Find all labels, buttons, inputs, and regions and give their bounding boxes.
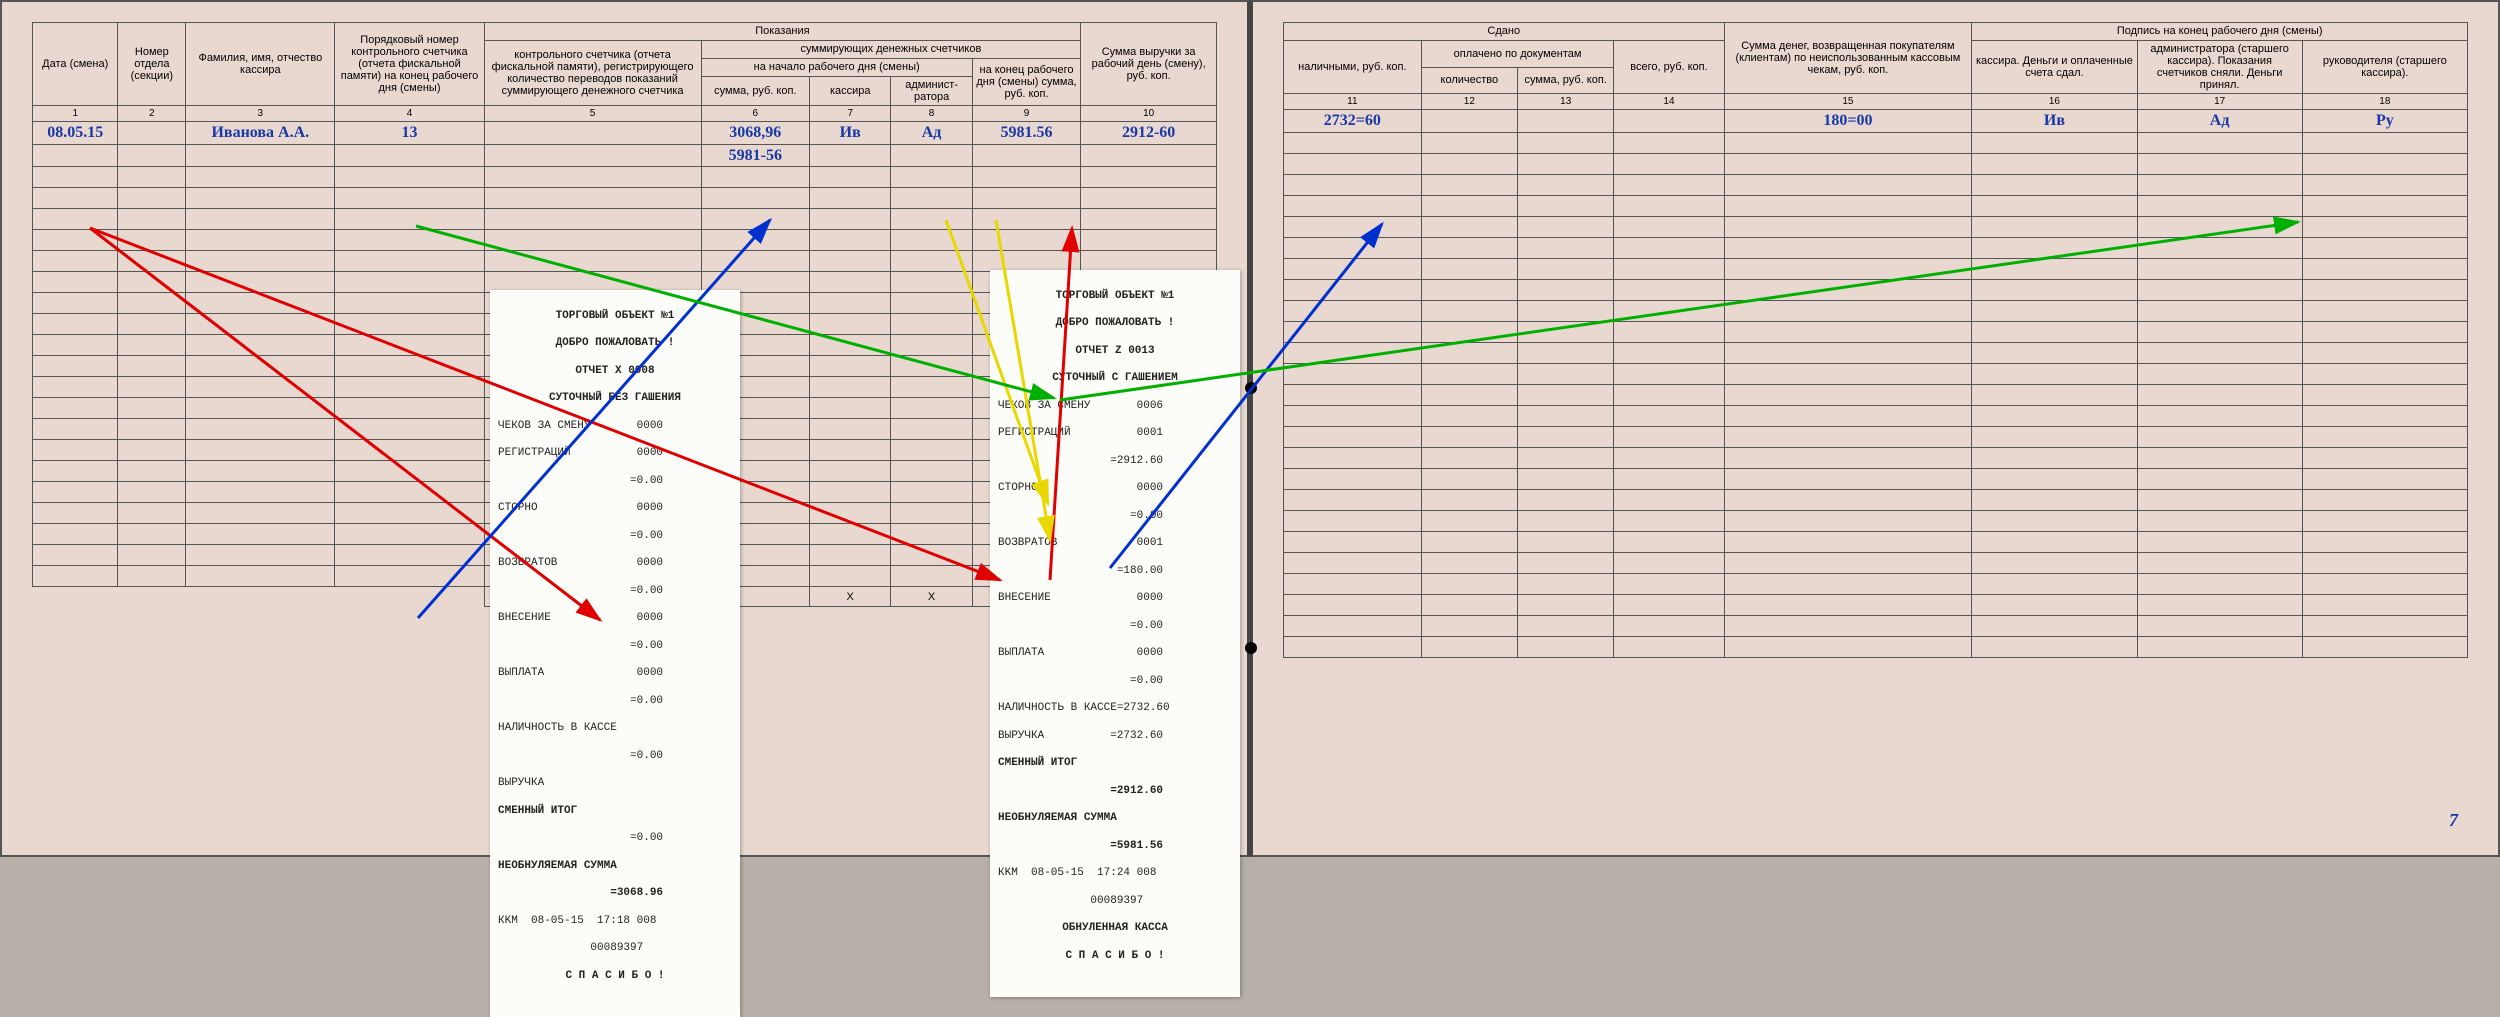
colnum: 16	[1972, 94, 2137, 110]
cell-qty	[1421, 110, 1517, 133]
colnum: 8	[891, 106, 972, 122]
colnum: 9	[972, 106, 1080, 122]
col-name-header: Фамилия, имя, отчество кассира	[186, 23, 335, 106]
colnum: 13	[1518, 94, 1614, 110]
binder-hole-icon	[1245, 642, 1257, 654]
col-signend-header: Подпись на конец рабочего дня (смены)	[1972, 23, 2468, 41]
col-paiddocs-header: оплачено по документам	[1421, 41, 1614, 68]
col-sumcounters-header: суммирующих денежных счетчиков	[701, 41, 1081, 59]
colnum: 12	[1421, 94, 1517, 110]
cell-sumend: 5981.56	[972, 122, 1080, 145]
col-seq-header: Порядковый номер контрольного счетчика (…	[335, 23, 484, 106]
cell-ctrl	[484, 122, 701, 145]
colnum: 5	[484, 106, 701, 122]
col-end-header: на конец рабочего дня (смены) сумма, руб…	[972, 59, 1080, 106]
cell-revenue: 2912-60	[1081, 122, 1217, 145]
colnum: 1	[33, 106, 118, 122]
cell-name: Иванова А.А.	[186, 122, 335, 145]
col-sdano-header: Сдано	[1284, 23, 1725, 41]
cell-sig2: Ад	[2137, 110, 2302, 133]
colnum: 15	[1724, 94, 1972, 110]
cell-sig3: Ру	[2302, 110, 2467, 133]
cell-sigcashier: Ив	[810, 122, 891, 145]
colnum: 7	[810, 106, 891, 122]
col-qty-header: количество	[1421, 67, 1517, 94]
cell-docsum	[1518, 110, 1614, 133]
col-startshift-header: на начало рабочего дня (смены)	[701, 59, 972, 77]
col-readings-header: Показания	[484, 23, 1081, 41]
ledger-right-table: Сдано Сумма денег, возвращенная покупате…	[1283, 22, 2468, 658]
cell-sig1: Ив	[1972, 110, 2137, 133]
col-sum-header: сумма, руб. коп.	[701, 77, 809, 106]
col-refund-header: Сумма денег, возвращенная покупателям (к…	[1724, 23, 1972, 94]
colnum: 11	[1284, 94, 1422, 110]
page-number: 7	[2449, 810, 2458, 831]
colnum: 3	[186, 106, 335, 122]
col-docsum-header: сумма, руб. коп.	[1518, 67, 1614, 94]
colnum: 18	[2302, 94, 2467, 110]
colnum: 6	[701, 106, 809, 122]
receipt-z-report: ТОРГОВЫЙ ОБЪЕКТ №1 ДОБРО ПОЖАЛОВАТЬ ! ОТ…	[990, 270, 1240, 997]
colnum: 14	[1614, 94, 1724, 110]
footer-x1: X	[810, 587, 891, 607]
cell-sumstart: 3068,96	[701, 122, 809, 145]
col-sig3-header: руководителя (старшего кассира).	[2302, 41, 2467, 94]
binder-hole-icon	[1245, 382, 1257, 394]
col-sigadmin-header: админист- ратора	[891, 77, 972, 106]
col-sig1-header: кассира. Деньги и оплаченные счета сдал.	[1972, 41, 2137, 94]
col-dept-header: Номер отдела (секции)	[118, 23, 186, 106]
cell-cash: 2732=60	[1284, 110, 1422, 133]
col-sig2-header: администратора (старшего кассира). Показ…	[2137, 41, 2302, 94]
ledger-right-page: Сдано Сумма денег, возвращенная покупате…	[1250, 0, 2500, 857]
colnum: 2	[118, 106, 186, 122]
cell-sumstart-2: 5981-56	[701, 144, 809, 167]
colnum: 4	[335, 106, 484, 122]
cell-refund: 180=00	[1724, 110, 1972, 133]
colnum: 10	[1081, 106, 1217, 122]
col-date-header: Дата (смена)	[33, 23, 118, 106]
cell-dept	[118, 122, 186, 145]
cell-total	[1614, 110, 1724, 133]
col-sigcashier-header: кассира	[810, 77, 891, 106]
cell-sigadmin: Ад	[891, 122, 972, 145]
footer-x2: X	[891, 587, 972, 607]
cell-seq: 13	[335, 122, 484, 145]
receipt-x-report: ТОРГОВЫЙ ОБЪЕКТ №1 ДОБРО ПОЖАЛОВАТЬ ! ОТ…	[490, 290, 740, 1017]
colnum: 17	[2137, 94, 2302, 110]
col-total-header: всего, руб. коп.	[1614, 41, 1724, 94]
col-ctrl-header: контрольного счетчика (отчета фискальной…	[484, 41, 701, 106]
col-cash-header: наличными, руб. коп.	[1284, 41, 1422, 94]
col-revenue-header: Сумма выручки за рабочий день (смену), р…	[1081, 23, 1217, 106]
cell-date: 08.05.15	[33, 122, 118, 145]
